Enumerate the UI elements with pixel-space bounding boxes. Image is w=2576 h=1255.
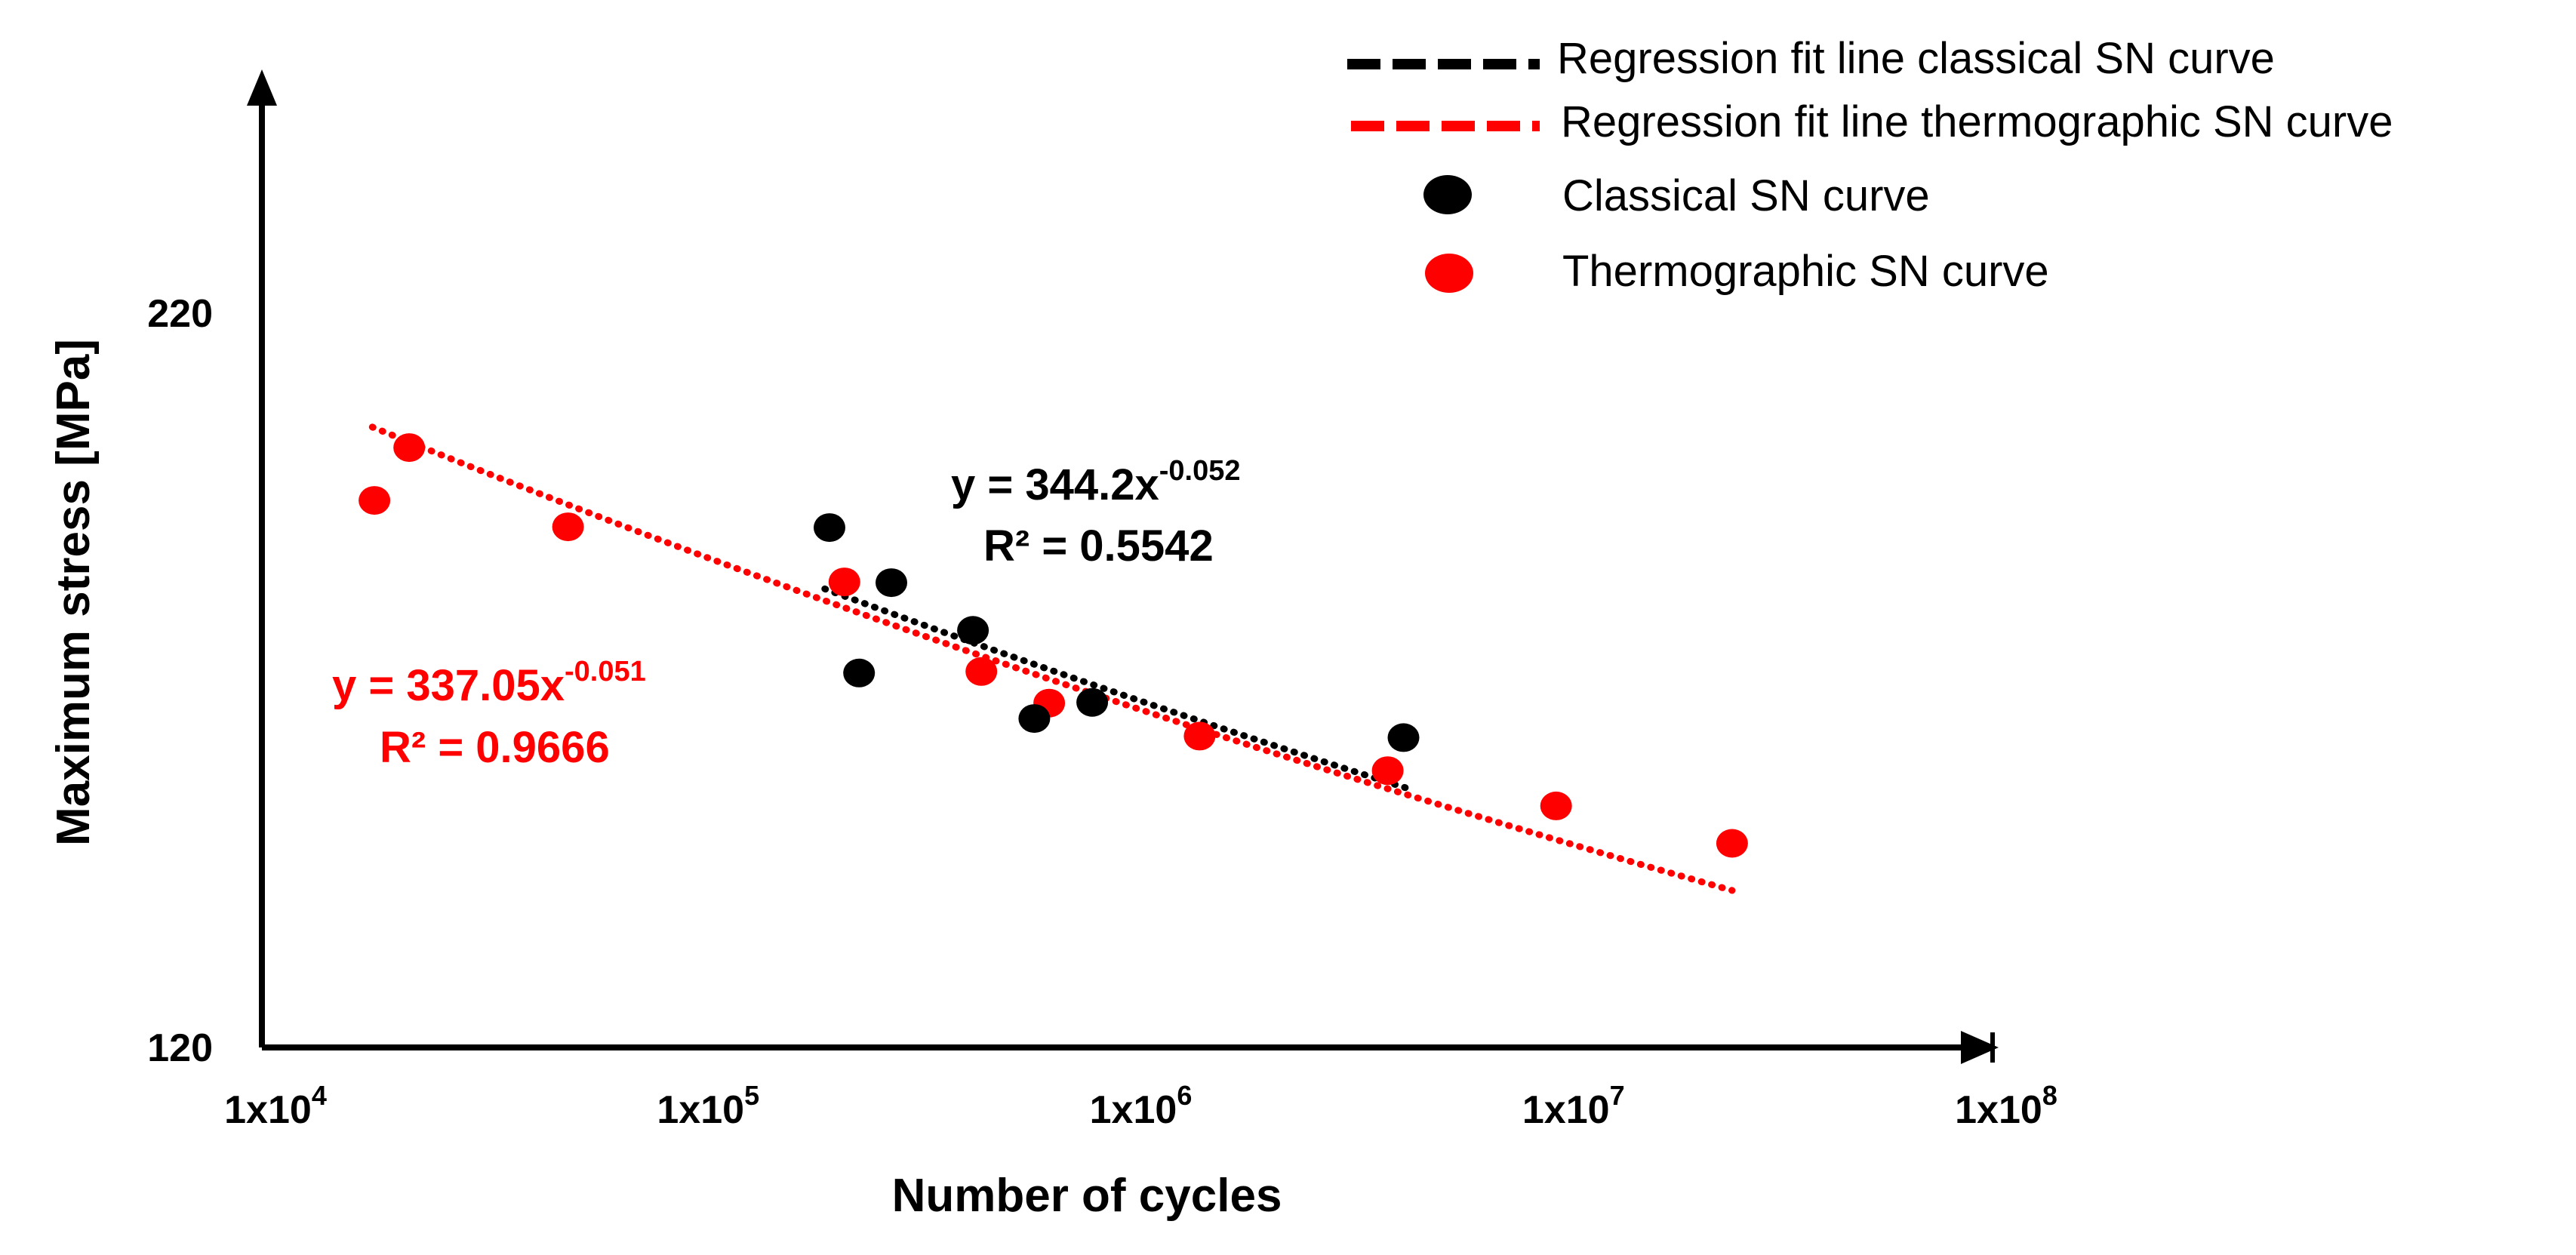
data-points <box>359 433 1748 858</box>
x-tick-base: 1x10 <box>657 1088 744 1132</box>
x-tick-labels: 1x104 1x105 1x106 1x107 1x108 <box>224 1080 2057 1132</box>
classical-point <box>957 616 989 645</box>
legend: Regression fit line classical SN curve R… <box>1347 34 2393 296</box>
x-tick-base: 1x10 <box>1522 1088 1610 1132</box>
thermographic-point <box>828 568 860 597</box>
legend-classical-fit-label: Regression fit line classical SN curve <box>1557 34 2275 83</box>
x-tick-base: 1x10 <box>1955 1088 2042 1132</box>
y-axis-arrow <box>247 69 277 106</box>
x-tick-exponent: 4 <box>312 1080 327 1111</box>
x-tick-label: 1x105 <box>657 1080 759 1132</box>
x-axis-title: Number of cycles <box>892 1170 1282 1222</box>
x-tick-label: 1x104 <box>224 1080 327 1132</box>
x-tick-base: 1x10 <box>224 1088 312 1132</box>
classical-point <box>1387 723 1420 752</box>
legend-thermographic-dot <box>1425 254 1473 293</box>
legend-thermographic-fit-label: Regression fit line thermographic SN cur… <box>1561 97 2393 146</box>
x-tick-exponent: 6 <box>1177 1080 1192 1111</box>
legend-thermographic-label: Thermographic SN curve <box>1562 247 2049 296</box>
thermographic-equation-exponent: -0.051 <box>565 656 646 687</box>
classical-point <box>1018 704 1051 734</box>
classical-equation-text: y = 344.2x-0.052 <box>951 455 1241 509</box>
y-axis-title: Maximum stress [MPa] <box>48 339 100 846</box>
thermographic-r2-text: R² = 0.9666 <box>380 723 610 772</box>
classical-point <box>1076 687 1109 717</box>
classical-equation-prefix: y = 344.2x <box>951 460 1159 509</box>
y-tick-label: 220 <box>147 292 213 336</box>
thermographic-point <box>1183 721 1216 751</box>
x-tick-exponent: 8 <box>2042 1080 2057 1111</box>
thermographic-point <box>1371 756 1404 786</box>
thermographic-point <box>1716 829 1748 858</box>
classical-equation: y = 344.2x-0.052 R² = 0.5542 <box>951 455 1241 571</box>
thermographic-point <box>1540 791 1572 820</box>
thermographic-equation-prefix: y = 337.05x <box>332 661 565 710</box>
x-tick-label: 1x107 <box>1522 1080 1625 1132</box>
x-axis-arrow <box>1961 1031 1999 1064</box>
thermographic-point <box>359 486 391 515</box>
classical-point <box>876 568 907 598</box>
thermographic-point <box>965 657 998 686</box>
thermographic-equation-text: y = 337.05x-0.051 <box>332 656 646 710</box>
legend-classical-dot <box>1423 175 1472 214</box>
classical-equation-exponent: -0.052 <box>1159 455 1241 487</box>
y-tick-labels: 120 220 <box>147 292 213 1070</box>
fit-lines <box>368 423 1736 894</box>
thermographic-equation: y = 337.05x-0.051 R² = 0.9666 <box>332 656 646 772</box>
x-tick-label: 1x108 <box>1955 1080 2057 1132</box>
classical-point <box>814 513 845 543</box>
axes <box>247 69 1999 1064</box>
x-tick-exponent: 5 <box>744 1080 759 1111</box>
legend-classical-label: Classical SN curve <box>1562 171 1930 220</box>
x-tick-exponent: 7 <box>1610 1080 1625 1111</box>
thermographic-fit-line <box>368 423 1736 894</box>
classical-point <box>843 658 876 687</box>
thermographic-point <box>552 512 584 542</box>
y-tick-label: 120 <box>147 1026 213 1070</box>
classical-fit-line <box>821 585 1409 792</box>
thermographic-point <box>393 433 426 463</box>
x-tick-base: 1x10 <box>1090 1088 1177 1132</box>
x-tick-label: 1x106 <box>1090 1080 1193 1132</box>
classical-r2-text: R² = 0.5542 <box>983 521 1214 571</box>
